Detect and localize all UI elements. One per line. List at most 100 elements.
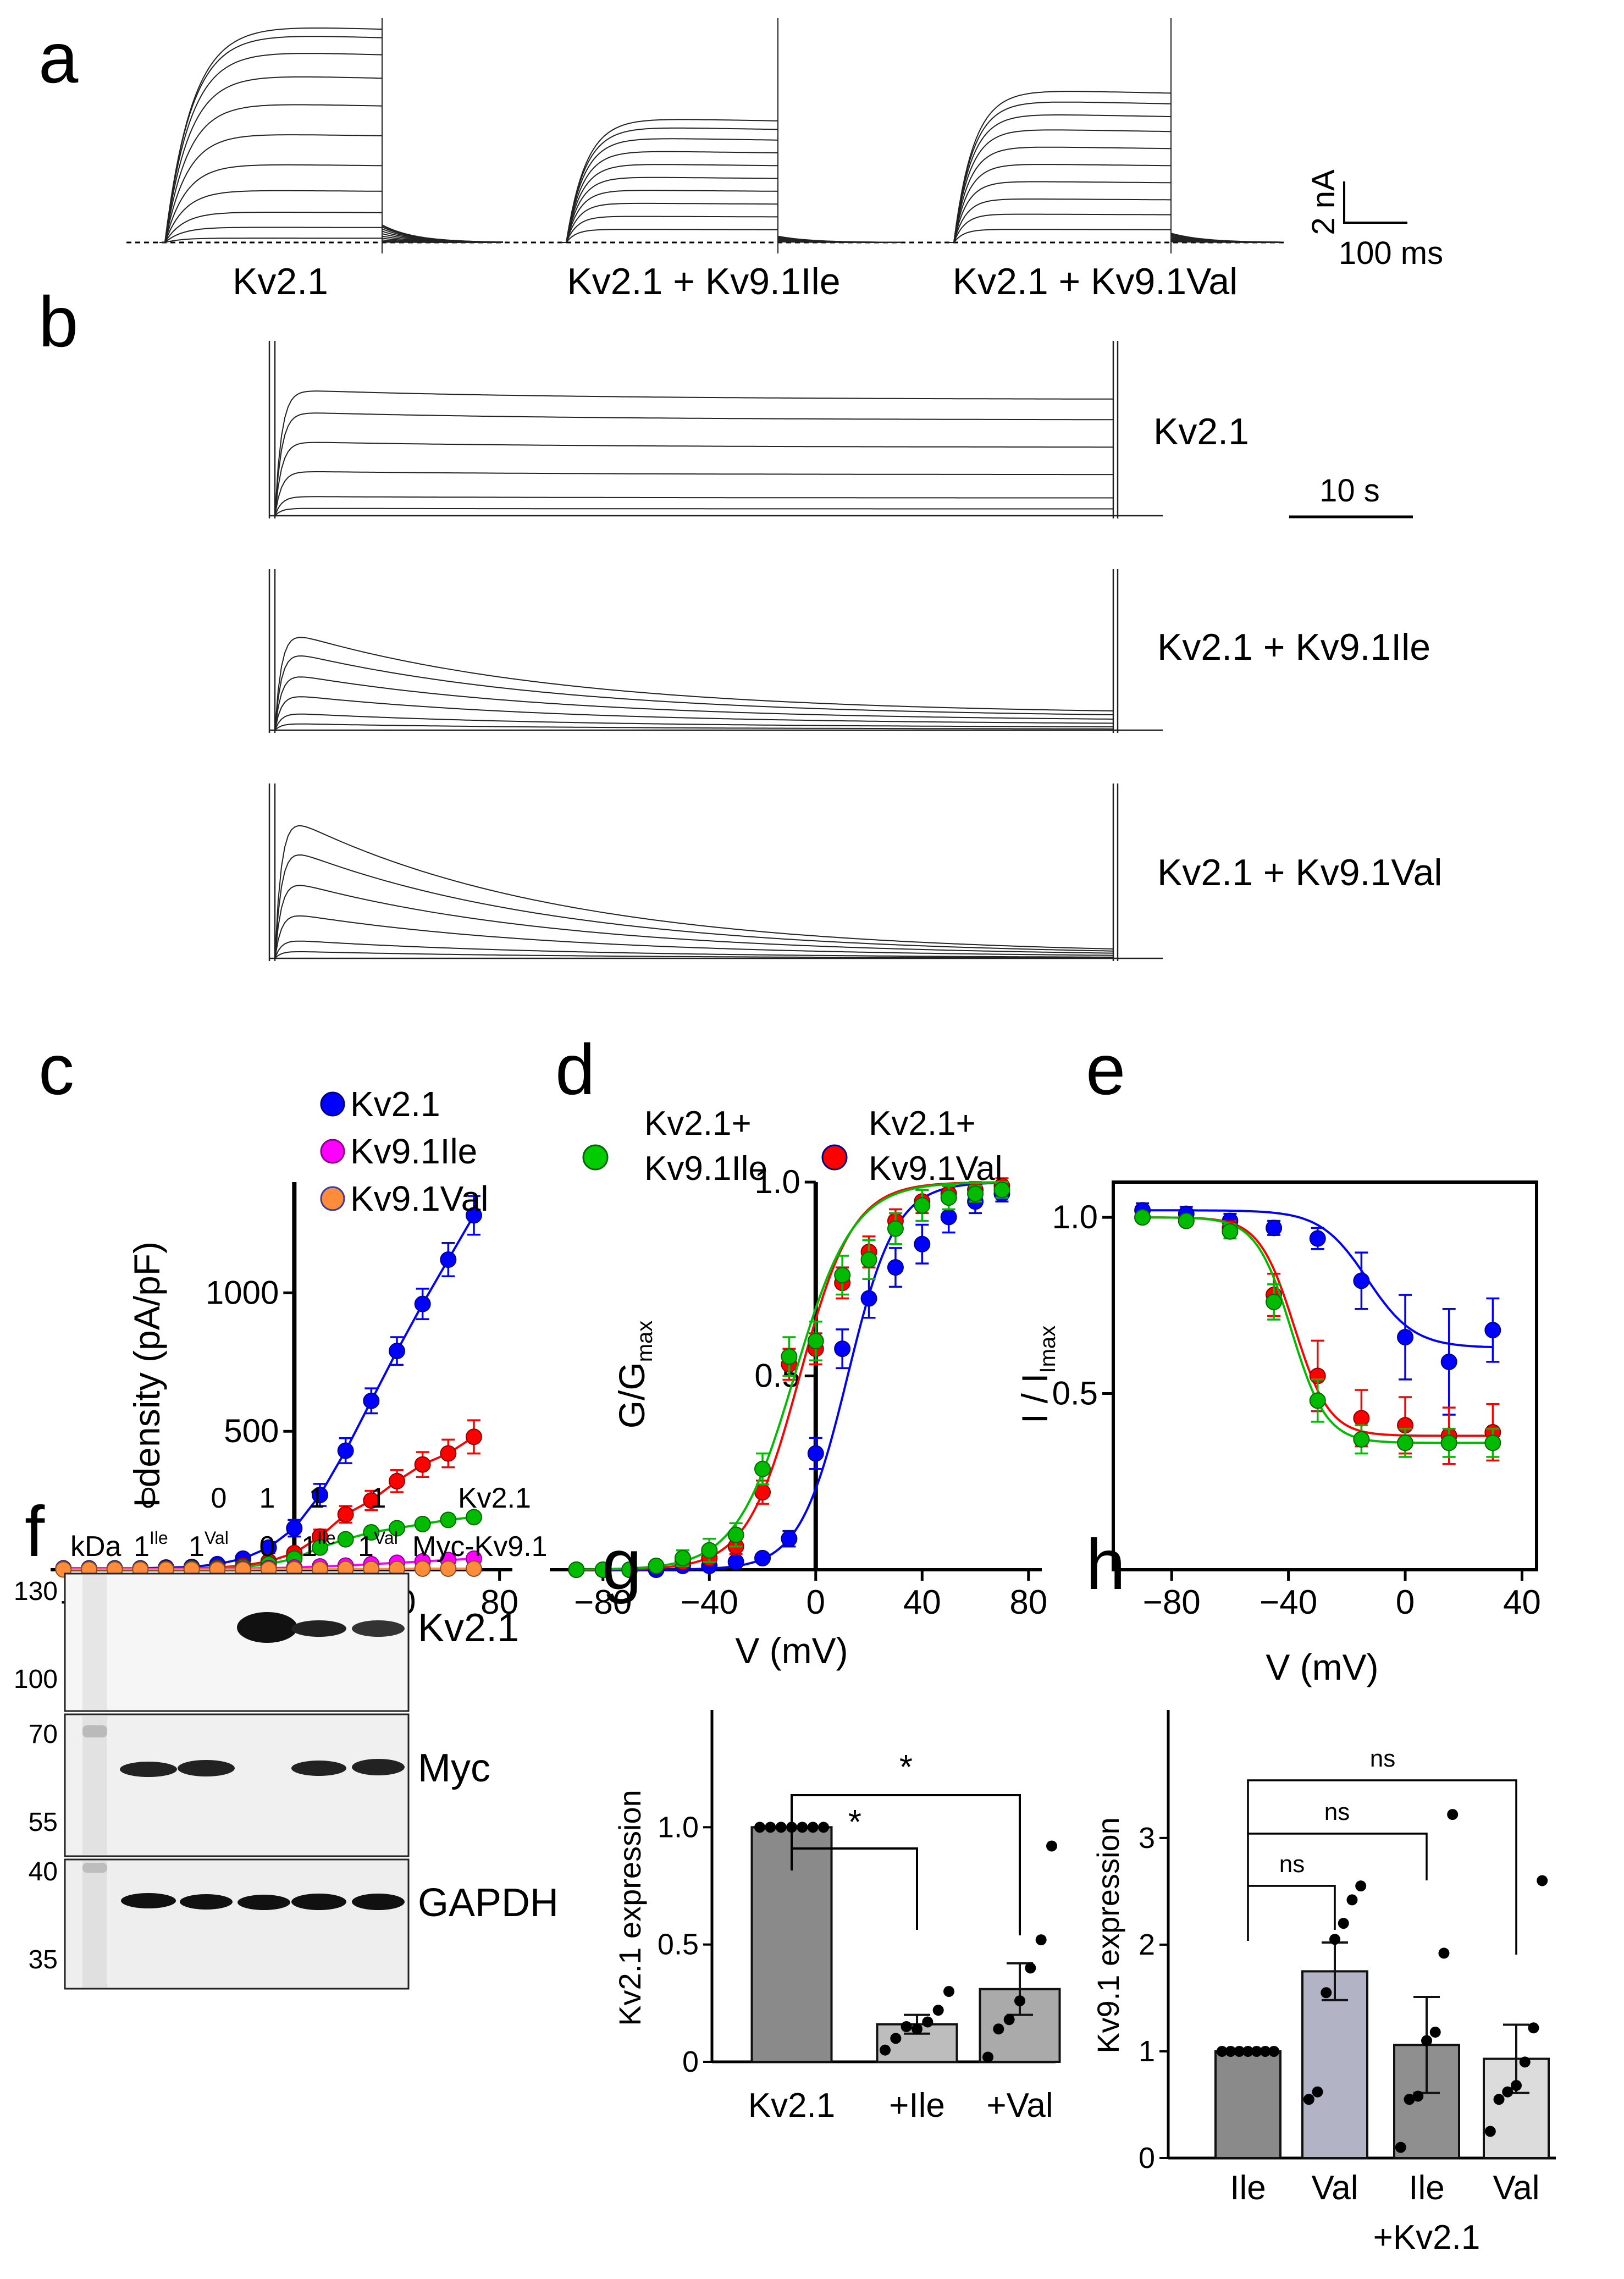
bar xyxy=(1301,1970,1368,2160)
data-point xyxy=(1178,1212,1195,1229)
data-point xyxy=(414,1515,431,1532)
lane-top-4: 1 xyxy=(309,1482,325,1514)
blot-strip-kv21 xyxy=(64,1572,410,1712)
band-gapdh-lane5 xyxy=(352,1894,405,1910)
current-trace xyxy=(561,176,902,243)
current-trace xyxy=(561,119,902,243)
current-trace xyxy=(561,229,902,243)
legend-marker-kv21 xyxy=(320,1091,345,1117)
data-point xyxy=(754,1822,765,1833)
current-trace xyxy=(274,442,1113,516)
lane-top-3: 1 xyxy=(259,1482,275,1514)
y-axis-label-main: I density (pA/pF) xyxy=(126,1241,167,1508)
marker-100: 100 xyxy=(14,1665,58,1694)
data-point xyxy=(1502,2086,1513,2098)
band-kv21-lane3 xyxy=(237,1612,297,1643)
current-trace xyxy=(159,104,504,243)
band-gapdh-lane4 xyxy=(291,1894,346,1910)
ladder-band xyxy=(82,1725,107,1737)
data-point xyxy=(1014,1995,1025,2007)
y-axis-label: I density (pA/pF) xyxy=(126,1241,167,1508)
marker-35: 35 xyxy=(29,1945,58,1974)
data-point xyxy=(389,1343,405,1360)
legend-marker-val xyxy=(821,1144,848,1171)
data-point xyxy=(1484,2126,1496,2137)
bar xyxy=(1214,2050,1281,2160)
data-point xyxy=(1338,1918,1349,1929)
category-label: Ile xyxy=(1230,2169,1266,2207)
legend-label-ile-line1: Kv2.1+ xyxy=(644,1105,752,1143)
data-point xyxy=(337,1531,354,1548)
legend-d: Kv2.1+ Kv9.1Ile Kv2.1+ Kv9.1Val xyxy=(582,1105,1003,1188)
data-point xyxy=(1355,1880,1367,1892)
data-point xyxy=(363,1492,380,1509)
data-point xyxy=(621,1561,638,1578)
data-point xyxy=(727,1526,744,1543)
panel-d: d −80 −40 0 40 800.51.0V (mV)G/Gmax Kv2.1+ K… xyxy=(550,1029,1047,1671)
data-point xyxy=(765,1822,776,1833)
ladder-band xyxy=(82,1863,107,1873)
significance-bracket xyxy=(791,1794,1021,1935)
panel-letter-d: d xyxy=(555,1029,595,1110)
panel-letter-g: g xyxy=(602,1524,642,1604)
current-trace xyxy=(274,915,1113,959)
data-point xyxy=(1260,2045,1271,2057)
data-point xyxy=(1312,2086,1323,2098)
y-tick-label: 1000 xyxy=(206,1274,279,1311)
scalebar-a-time: 100 ms xyxy=(1339,235,1443,271)
current-trace xyxy=(159,76,504,243)
panel-f: f 0 0 1 1 1 Kv2.1 kDa 1Ile 1Val 0 1Ile 1… xyxy=(14,1482,559,1990)
current-trace xyxy=(274,496,1113,516)
data-point xyxy=(1528,2022,1539,2034)
data-point xyxy=(648,1557,665,1574)
band-gapdh-lane3 xyxy=(237,1895,290,1910)
data-point xyxy=(701,1542,718,1559)
band-label-gapdh: GAPDH xyxy=(418,1881,559,1925)
data-point xyxy=(967,1185,984,1202)
significance-bracket xyxy=(1247,1885,1336,1941)
band-gapdh-lane2 xyxy=(180,1894,233,1910)
data-point xyxy=(337,1506,354,1523)
data-point xyxy=(943,1986,954,1997)
y-tick-label: 1 xyxy=(1139,2035,1155,2068)
data-point xyxy=(1134,1209,1151,1226)
data-point xyxy=(1353,1410,1370,1427)
data-point xyxy=(807,1333,824,1350)
current-trace xyxy=(274,390,1113,516)
trace-label-b-3: Kv2.1 + Kv9.1Val xyxy=(1157,852,1443,893)
x-tick-label: −40 xyxy=(681,1583,738,1621)
data-point xyxy=(1397,1329,1414,1345)
data-point xyxy=(1404,2094,1415,2105)
y-tick-label: 0 xyxy=(682,2045,699,2078)
lane-top-2: 0 xyxy=(211,1482,227,1514)
significance-bracket xyxy=(791,1847,918,1930)
panel-letter-c: c xyxy=(38,1029,74,1110)
chart-e: −80 −40 0 40 0.5 1.0 V (mV) I / IImax xyxy=(1014,1180,1541,1687)
current-trace xyxy=(948,101,1281,243)
legend-label-kv21: Kv2.1 xyxy=(350,1084,440,1124)
data-point xyxy=(1266,1293,1283,1310)
fit-line xyxy=(576,1181,1002,1571)
data-point xyxy=(1303,2094,1314,2105)
data-point xyxy=(1309,1230,1326,1247)
current-trace xyxy=(274,885,1113,959)
data-point xyxy=(1447,1809,1459,1820)
current-trace xyxy=(948,164,1281,243)
data-point xyxy=(389,1520,405,1537)
y-axis-label: Kv2.1 expression xyxy=(612,1790,647,2026)
data-point xyxy=(312,1539,328,1556)
data-point xyxy=(834,1340,851,1358)
lane-bottom-4-base: 1 xyxy=(301,1531,317,1563)
legend-label-ile-line2: Kv9.1Ile xyxy=(644,1150,767,1188)
chart-d: −80 −40 0 40 800.51.0V (mV)G/Gmax xyxy=(550,1163,1047,1671)
category-label: Val xyxy=(1311,2169,1358,2207)
data-point xyxy=(1397,1434,1414,1452)
current-trace xyxy=(274,854,1113,959)
data-point xyxy=(775,1822,787,1833)
data-point xyxy=(754,1460,771,1477)
trace-label-a-3: Kv2.1 + Kv9.1Val xyxy=(953,261,1238,302)
panel-letter-a: a xyxy=(38,18,79,98)
x-tick-label: −80 xyxy=(1143,1583,1201,1621)
x-tick-label: 80 xyxy=(480,1583,518,1621)
row-label-myc-kv91: Myc-Kv9.1 xyxy=(412,1531,548,1563)
